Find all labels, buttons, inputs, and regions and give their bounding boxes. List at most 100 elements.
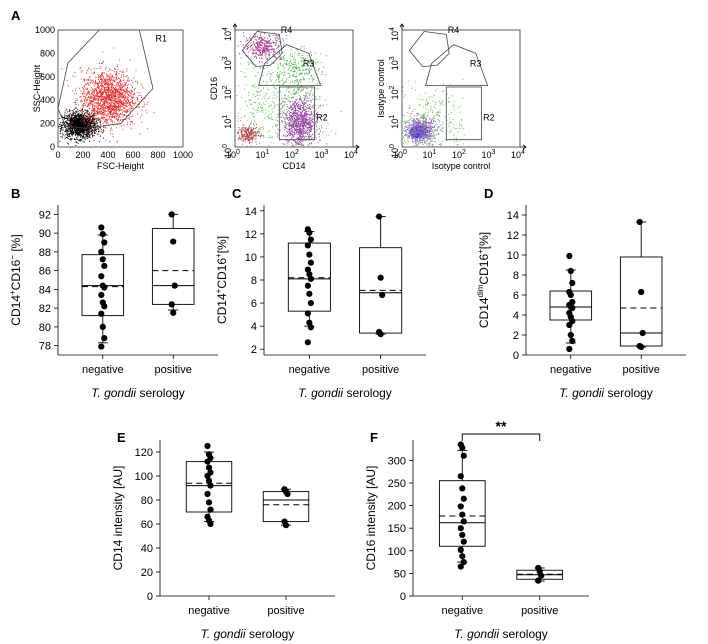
event-dot	[82, 140, 84, 142]
event-dot	[65, 117, 67, 119]
event-dot	[257, 48, 259, 50]
event-dot	[300, 132, 301, 134]
event-dot	[283, 134, 285, 136]
event-dot	[135, 102, 137, 104]
event-dot	[127, 108, 129, 110]
event-dot	[121, 104, 123, 106]
event-dot	[109, 108, 110, 110]
event-dot	[302, 70, 304, 71]
event-dot	[66, 123, 68, 125]
event-dot	[96, 93, 98, 95]
event-dot	[85, 121, 87, 122]
event-dot	[119, 106, 121, 108]
event-dot	[128, 104, 130, 106]
event-dot	[112, 102, 114, 104]
event-dot	[244, 116, 246, 118]
event-dot	[113, 112, 115, 114]
event-dot	[82, 121, 84, 123]
event-dot	[273, 95, 275, 97]
event-dot	[302, 109, 304, 111]
event-dot	[298, 130, 300, 132]
event-dot	[284, 122, 286, 124]
event-dot	[110, 94, 112, 96]
event-dot	[116, 91, 118, 93]
event-dot	[286, 144, 288, 146]
event-dot	[306, 122, 308, 123]
event-dot	[307, 127, 309, 129]
event-dot	[80, 130, 82, 132]
event-dot	[308, 135, 310, 137]
event-dot	[312, 64, 314, 66]
event-dot	[106, 100, 108, 102]
event-dot	[111, 108, 113, 110]
event-dot	[300, 60, 302, 62]
event-dot	[302, 107, 304, 109]
event-dot	[268, 98, 270, 99]
event-dot	[76, 128, 78, 129]
event-dot	[77, 113, 79, 115]
event-dot	[309, 120, 311, 122]
event-dot	[116, 71, 118, 73]
event-dot	[304, 68, 306, 70]
event-dot	[256, 56, 258, 58]
event-dot	[125, 97, 127, 99]
event-dot	[113, 102, 115, 104]
event-dot	[74, 141, 76, 143]
event-dot	[292, 115, 294, 116]
event-dot	[278, 75, 280, 77]
event-dot	[114, 87, 116, 89]
event-dot	[295, 99, 297, 101]
event-dot	[74, 72, 76, 74]
event-dot	[123, 104, 125, 106]
event-dot	[88, 119, 90, 121]
event-dot	[306, 97, 308, 99]
event-dot	[132, 115, 134, 117]
event-dot	[107, 87, 109, 89]
event-dot	[311, 146, 313, 147]
event-dot	[77, 134, 79, 136]
event-dot	[299, 72, 301, 74]
event-dot	[96, 94, 98, 95]
event-dot	[302, 129, 304, 131]
event-dot	[299, 73, 301, 75]
event-dot	[87, 120, 89, 121]
event-dot	[304, 136, 306, 138]
event-dot	[291, 117, 293, 119]
event-dot	[272, 34, 274, 36]
event-dot	[237, 120, 239, 122]
event-dot	[109, 78, 111, 80]
event-dot	[99, 118, 101, 120]
event-dot	[247, 130, 248, 132]
event-dot	[69, 118, 71, 120]
event-dot	[94, 80, 96, 82]
event-dot	[284, 129, 286, 131]
event-dot	[297, 91, 299, 93]
event-dot	[127, 80, 129, 82]
event-dot	[263, 67, 265, 69]
event-dot	[101, 111, 103, 113]
event-dot	[146, 128, 148, 130]
event-dot	[299, 121, 301, 123]
event-dot	[76, 129, 77, 131]
event-dot	[78, 140, 80, 142]
event-dot	[299, 67, 301, 68]
event-dot	[112, 106, 114, 108]
event-dot	[74, 129, 75, 131]
event-dot	[88, 118, 90, 120]
event-dot	[113, 94, 115, 96]
event-dot	[101, 85, 103, 86]
event-dot	[80, 96, 82, 98]
event-dot	[117, 109, 119, 111]
event-dot	[93, 123, 95, 125]
event-dot	[68, 128, 70, 130]
event-dot	[107, 113, 108, 115]
event-dot	[87, 129, 89, 131]
event-dot	[92, 93, 94, 95]
event-dot	[113, 121, 115, 123]
event-dot	[253, 135, 255, 137]
event-dot	[88, 94, 90, 96]
event-dot	[255, 91, 257, 92]
event-dot	[240, 41, 242, 43]
event-dot	[98, 103, 99, 105]
event-dot	[103, 72, 105, 74]
